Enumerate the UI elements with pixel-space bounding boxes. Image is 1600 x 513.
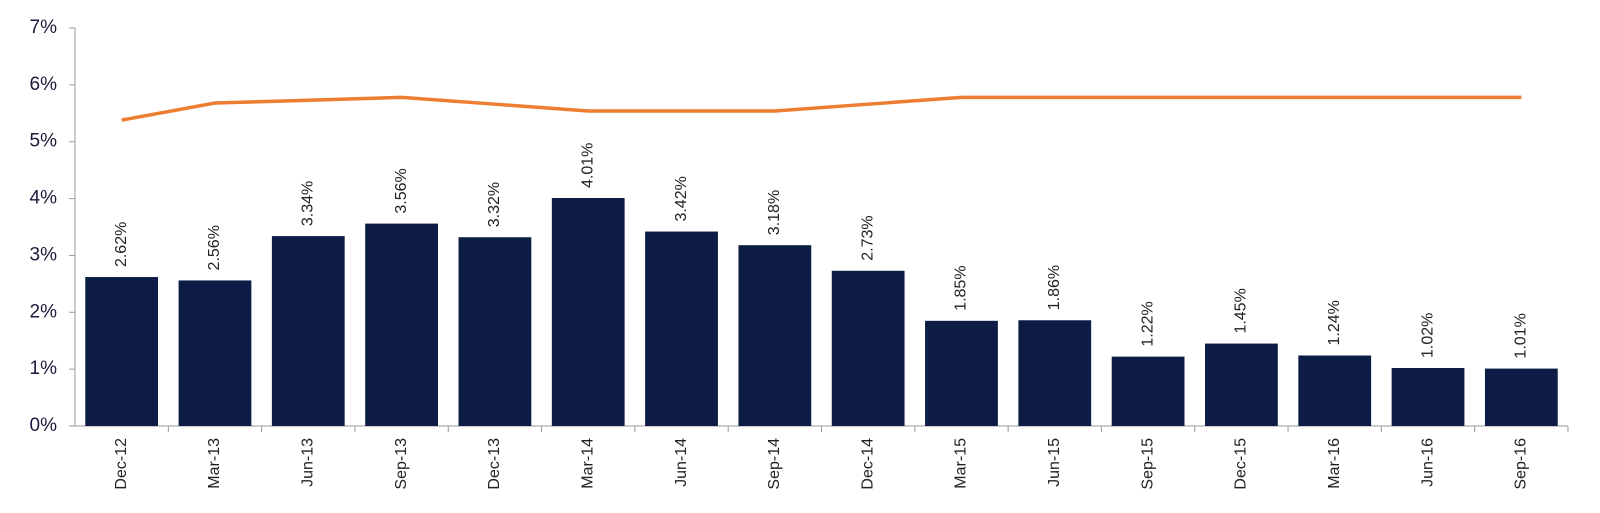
data-label: 3.34% [300, 181, 317, 226]
bar [1205, 343, 1278, 426]
x-tick-label: Mar-15 [953, 438, 970, 489]
data-label: 3.32% [486, 182, 503, 227]
x-tick-label: Dec-14 [859, 438, 876, 490]
data-label: 2.56% [206, 225, 223, 270]
bar [178, 280, 252, 426]
y-tick-label: 4% [30, 188, 58, 209]
data-label: 1.85% [953, 265, 970, 310]
data-label: 3.56% [393, 168, 410, 213]
bar [1298, 355, 1372, 426]
bar [551, 198, 625, 426]
bar [1391, 368, 1465, 426]
y-tick-label: 0% [30, 415, 58, 436]
bar [831, 270, 905, 426]
x-tick-label: Jun-14 [673, 438, 690, 487]
bar [1484, 368, 1558, 426]
data-label: 2.62% [113, 222, 130, 267]
data-label: 1.86% [1046, 265, 1063, 310]
bar [1018, 320, 1092, 426]
x-tick-label: Jun-13 [300, 438, 317, 487]
bar [365, 223, 438, 426]
bar [271, 236, 345, 426]
data-label: 1.02% [1419, 313, 1436, 358]
y-tick-label: 3% [30, 244, 58, 265]
x-tick-label: Sep-13 [393, 438, 410, 490]
data-label: 1.24% [1326, 300, 1343, 345]
x-tick-label: Sep-16 [1513, 438, 1530, 490]
bar [925, 320, 998, 426]
y-tick-label: 6% [30, 74, 58, 95]
bar [738, 245, 812, 426]
line [121, 95, 1522, 122]
bar [85, 277, 159, 426]
x-tick-label: Mar-13 [206, 438, 223, 489]
y-tick-label: 2% [30, 301, 58, 322]
data-label: 3.42% [673, 176, 690, 221]
x-tick-label: Dec-13 [486, 438, 503, 490]
x-tick-label: Mar-14 [579, 438, 596, 489]
bar [1111, 356, 1185, 426]
data-label: 1.22% [1139, 301, 1156, 346]
x-tick-label: Dec-12 [113, 438, 130, 490]
bar [645, 231, 718, 426]
y-tick-label: 7% [30, 17, 58, 38]
data-label: 4.01% [579, 143, 596, 188]
data-label: 3.18% [766, 190, 783, 235]
x-tick-label: Mar-16 [1326, 438, 1343, 489]
data-label: 2.73% [859, 215, 876, 260]
x-tick-label: Jun-15 [1046, 438, 1063, 487]
x-tick-label: Sep-14 [766, 438, 783, 490]
x-tick-label: Sep-15 [1139, 438, 1156, 490]
y-tick-label: 1% [30, 358, 58, 379]
bar [458, 237, 532, 426]
x-tick-label: Jun-16 [1419, 438, 1436, 487]
y-tick-label: 5% [30, 131, 58, 152]
data-label: 1.01% [1513, 313, 1530, 358]
x-tick-label: Dec-15 [1233, 438, 1250, 490]
data-label: 1.45% [1233, 288, 1250, 333]
